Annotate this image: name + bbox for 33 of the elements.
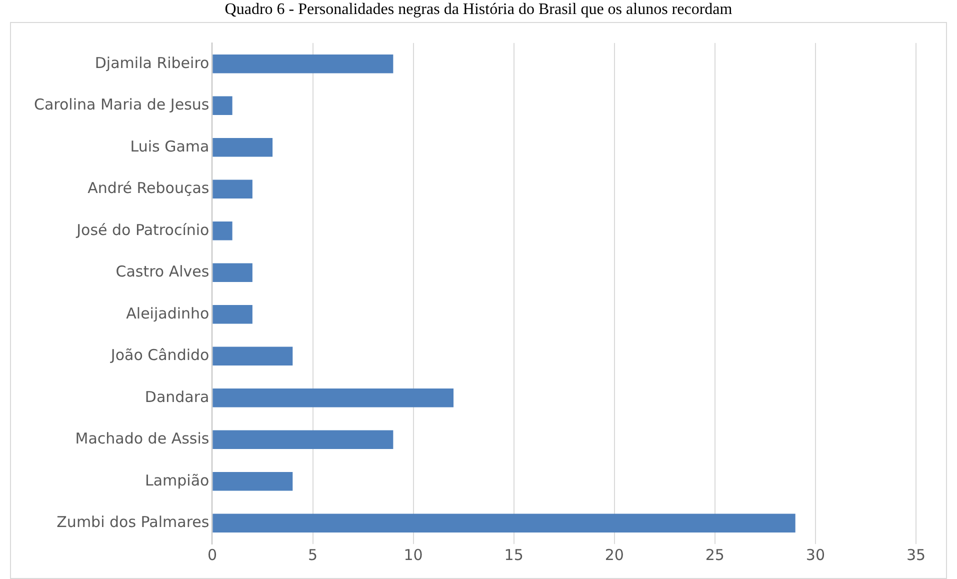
bar	[212, 221, 232, 240]
bar	[212, 472, 293, 491]
y-tick-label: Djamila Ribeiro	[94, 54, 210, 72]
x-tick-label: 5	[308, 546, 318, 564]
bar	[212, 346, 293, 366]
bar	[212, 96, 232, 116]
bar	[212, 263, 252, 282]
bar	[212, 388, 454, 408]
y-tick-label: Luis Gama	[130, 137, 210, 156]
x-tick-label: 10	[404, 546, 423, 564]
bar	[212, 304, 252, 324]
y-tick-label: Castro Alves	[116, 262, 210, 281]
y-tick-label: Carolina Maria de Jesus	[34, 96, 210, 114]
chart-title: Quadro 6 - Personalidades negras da História do Brasil que os alunos recordam	[224, 0, 734, 20]
y-tick-label: André Rebouças	[88, 179, 210, 198]
bar	[212, 138, 273, 157]
bar	[212, 180, 252, 199]
y-tick-label: Zumbi dos Palmares	[56, 513, 210, 532]
y-tick-label: João Cândido	[110, 346, 210, 364]
x-tick-label: 35	[906, 546, 926, 564]
x-tick-label: 0	[207, 546, 217, 564]
y-tick-label: Lampião	[145, 471, 210, 490]
x-tick-label: 15	[504, 546, 524, 564]
bar	[212, 54, 394, 74]
y-tick-label: Aleijadinho	[126, 304, 210, 322]
bar	[212, 430, 394, 450]
x-tick-label: 20	[604, 546, 624, 564]
x-tick-label: 25	[705, 546, 724, 564]
bar	[212, 514, 796, 533]
y-tick-label: Machado de Assis	[75, 430, 210, 448]
y-tick-label: José do Patrocínio	[76, 220, 210, 239]
x-tick-label: 30	[806, 546, 826, 564]
y-tick-label: Dandara	[144, 388, 210, 406]
